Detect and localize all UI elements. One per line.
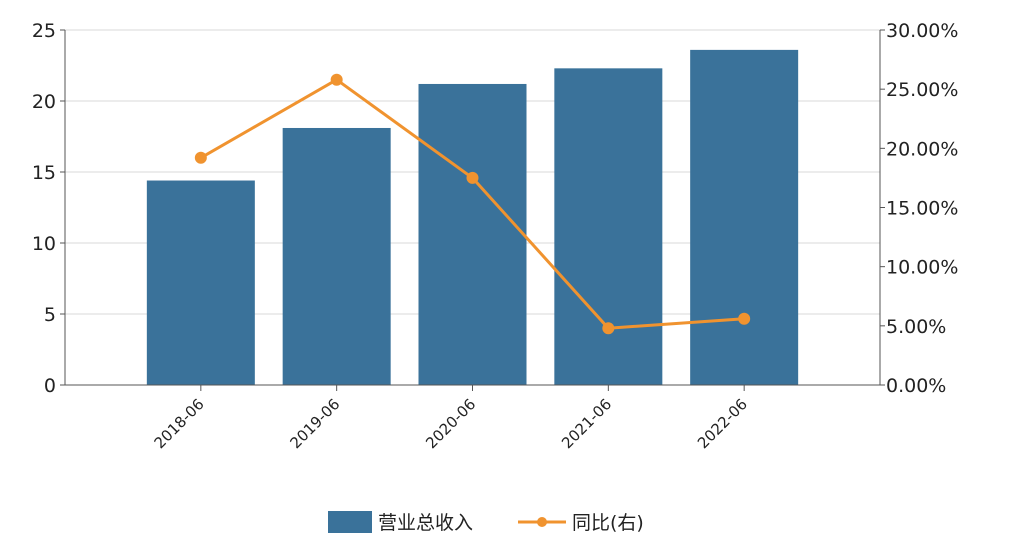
- legend-line-marker: [537, 517, 547, 527]
- yoy-point-2021-06: [602, 322, 615, 335]
- left-axis-tick-label: 0: [44, 375, 56, 397]
- right-axis-tick-label: 5.00%: [886, 316, 946, 338]
- yoy-point-2019-06: [330, 73, 343, 86]
- legend-line-label: 同比(右): [572, 512, 644, 534]
- x-axis-tick-label: 2019-06: [286, 395, 343, 452]
- right-axis-tick-label: 30.00%: [886, 20, 958, 42]
- legend-bar-label: 营业总收入: [378, 512, 473, 534]
- left-axis-tick-label: 20: [32, 91, 56, 113]
- left-axis-tick-label: 15: [32, 162, 56, 184]
- bar-2022-06: [690, 49, 799, 385]
- legend-bar-swatch: [328, 511, 372, 533]
- bar-2018-06: [146, 180, 255, 385]
- x-axis-tick-label: 2020-06: [422, 395, 479, 452]
- bar-2021-06: [554, 68, 663, 385]
- right-axis-tick-label: 0.00%: [886, 375, 946, 397]
- x-axis-tick-label: 2021-06: [558, 395, 615, 452]
- left-axis-tick-label: 10: [32, 233, 56, 255]
- right-axis-tick-label: 10.00%: [886, 257, 958, 279]
- yoy-point-2018-06: [194, 151, 207, 164]
- right-axis-tick-label: 20.00%: [886, 138, 958, 160]
- x-axis-tick-label: 2018-06: [151, 395, 208, 452]
- yoy-point-2020-06: [466, 171, 479, 184]
- right-axis-tick-label: 25.00%: [886, 79, 958, 101]
- yoy-point-2022-06: [738, 312, 751, 325]
- bar-2019-06: [282, 127, 391, 385]
- x-axis-tick-label: 2022-06: [694, 395, 751, 452]
- left-axis-tick-label: 5: [44, 304, 56, 326]
- right-axis-tick-label: 15.00%: [886, 198, 958, 220]
- left-axis-tick-label: 25: [32, 20, 56, 42]
- bar-2020-06: [418, 83, 527, 386]
